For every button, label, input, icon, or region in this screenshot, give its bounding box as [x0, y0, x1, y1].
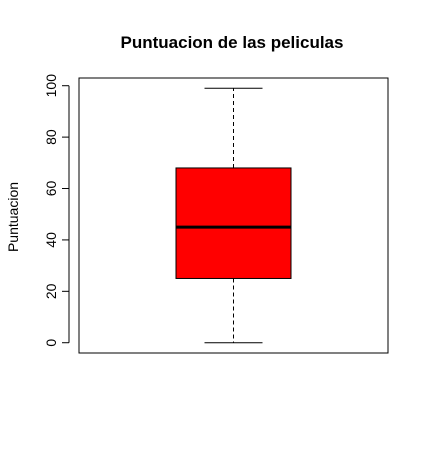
y-axis-label: Puntuacion [5, 182, 21, 252]
y-tick-label: 20 [43, 283, 59, 299]
y-tick-label: 0 [43, 339, 59, 347]
iqr-box [175, 167, 292, 279]
y-tick-label: 80 [43, 129, 59, 145]
y-tick-label: 40 [43, 232, 59, 248]
y-tick-label: 60 [43, 181, 59, 197]
y-tick-label: 100 [43, 74, 59, 98]
plot-frame [78, 77, 389, 354]
chart-title: Puntuacion de las peliculas [121, 33, 344, 52]
y-axis-ticks: 0 20 40 60 80 100 [43, 74, 69, 347]
